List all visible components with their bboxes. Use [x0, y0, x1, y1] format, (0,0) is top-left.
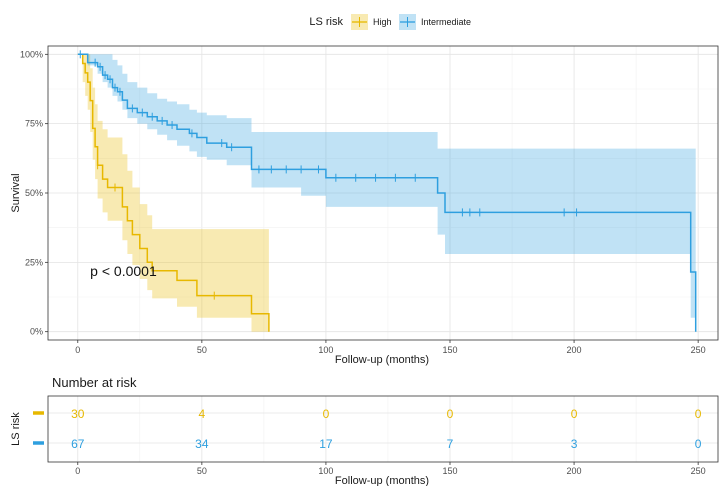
survival-line-intermediate: [77, 53, 697, 332]
risk-x-tick-label: 50: [197, 466, 207, 476]
risk-table-values: 30 4 0 0 0 067 34 17 7 3 0: [71, 407, 702, 451]
legend-title: LS risk: [309, 16, 343, 28]
main-y-axis-label: Survival: [10, 173, 22, 212]
y-tick-label: 0%: [30, 327, 43, 337]
risk-count-high: 30: [71, 407, 85, 421]
y-tick-label: 75%: [25, 119, 43, 129]
risk-count-high: 4: [199, 407, 206, 421]
ci-band-high: [77, 54, 269, 332]
survival-curves: [77, 53, 697, 332]
risk-x-tick-label: 100: [318, 466, 333, 476]
x-tick-label: 0: [75, 345, 80, 355]
risk-x-axis: 0 50 100 150 200 250: [75, 462, 706, 476]
risk-count-high: 0: [447, 407, 454, 421]
risk-x-tick-label: 150: [442, 466, 457, 476]
risk-x-tick-label: 200: [567, 466, 582, 476]
ci-band-intermediate: [77, 54, 696, 332]
x-tick-label: 250: [691, 345, 706, 355]
legend: LS risk High Intermediate: [309, 14, 471, 30]
p-value-annotation: p < 0.0001: [90, 263, 157, 279]
risk-y-axis-label: LS risk: [10, 412, 22, 446]
x-tick-label: 50: [197, 345, 207, 355]
risk-count-intermediate: 67: [71, 437, 85, 451]
x-tick-label: 200: [567, 345, 582, 355]
risk-count-high: 0: [323, 407, 330, 421]
risk-count-high: 0: [571, 407, 578, 421]
y-tick-label: 100%: [20, 49, 43, 59]
y-tick-label: 25%: [25, 257, 43, 267]
risk-x-axis-label: Follow-up (months): [335, 475, 429, 486]
risk-table-gridlines: [48, 396, 718, 462]
legend-key-intermediate: [399, 14, 416, 30]
confidence-bands: [77, 54, 696, 332]
legend-label-intermediate: Intermediate: [421, 17, 471, 27]
x-tick-label: 150: [442, 345, 457, 355]
risk-count-intermediate: 3: [571, 437, 578, 451]
legend-label-high: High: [373, 17, 392, 27]
risk-x-tick-label: 0: [75, 466, 80, 476]
risk-count-intermediate: 17: [319, 437, 333, 451]
risk-x-tick-label: 250: [691, 466, 706, 476]
legend-key-high: [351, 14, 368, 30]
risk-table-title: Number at risk: [52, 375, 137, 390]
main-gridlines: [48, 46, 718, 340]
risk-table-row-keys: [33, 411, 44, 445]
y-tick-label: 50%: [25, 188, 43, 198]
survival-line-high: [77, 53, 270, 332]
main-y-axis: 0% 25% 50% 75% 100%: [20, 49, 48, 337]
main-x-axis: 0 50 100 150 200 250: [75, 340, 706, 355]
x-tick-label: 100: [318, 345, 333, 355]
risk-count-high: 0: [695, 407, 702, 421]
risk-count-intermediate: 34: [195, 437, 209, 451]
censor-marks: [79, 50, 578, 300]
risk-count-intermediate: 7: [447, 437, 454, 451]
risk-count-intermediate: 0: [695, 437, 702, 451]
main-x-axis-label: Follow-up (months): [335, 354, 429, 366]
risk-panel-border: [47, 395, 719, 463]
